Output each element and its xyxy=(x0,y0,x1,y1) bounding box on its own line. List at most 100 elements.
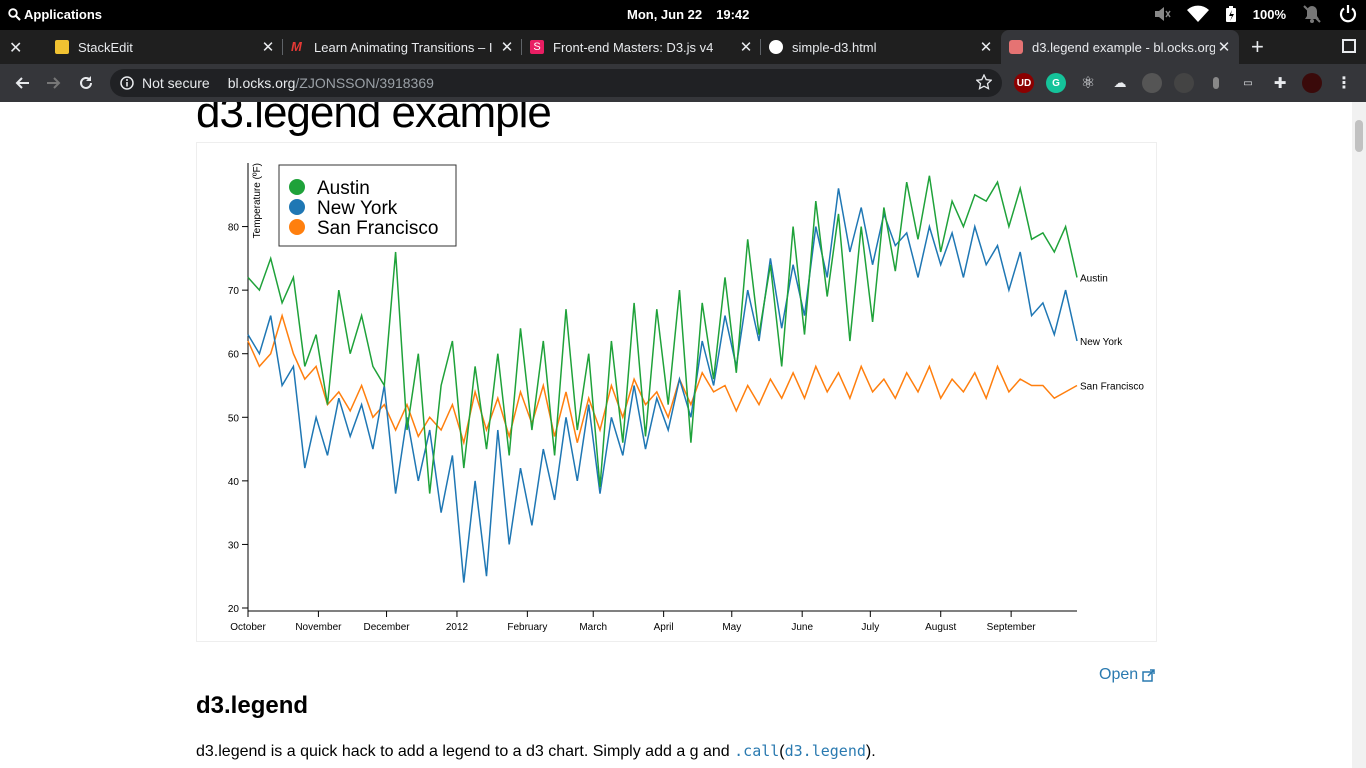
extensions-puzzle-icon[interactable]: ✚ xyxy=(1273,75,1287,92)
section-title: d3.legend xyxy=(196,692,309,719)
search-icon xyxy=(8,8,21,21)
x-tick-label: November xyxy=(295,622,342,633)
legend-swatch xyxy=(289,219,305,235)
close-tab-icon[interactable]: ✕ xyxy=(500,39,514,56)
info-icon xyxy=(120,76,134,90)
new-tab-button[interactable]: + xyxy=(1251,34,1264,59)
tab-title: Learn Animating Transitions – I xyxy=(314,39,493,55)
y-tick-label: 60 xyxy=(228,350,240,361)
x-tick-label: July xyxy=(861,622,879,633)
scrollbar-thumb[interactable] xyxy=(1355,120,1363,152)
time-label: 19:42 xyxy=(716,7,750,22)
x-tick-label: June xyxy=(791,622,813,633)
x-tick-label: September xyxy=(987,622,1037,633)
page-content: d3.legend example 20 30 40 50 60 70 80 Temperat… xyxy=(0,102,1352,768)
extension-icon[interactable] xyxy=(1174,73,1194,93)
ublock-extension-icon[interactable]: UD xyxy=(1014,73,1034,93)
tab-frontend-masters[interactable]: S Front-end Masters: D3.js v4 ✕ xyxy=(522,30,761,64)
close-tab-icon[interactable]: ✕ xyxy=(739,39,753,56)
tab-stackedit[interactable]: StackEdit ✕ xyxy=(47,30,283,64)
x-tick-label: October xyxy=(230,622,266,633)
frontend-masters-favicon: S xyxy=(530,40,544,54)
url-host: bl.ocks.org xyxy=(227,75,296,91)
temperature-chart: 20 30 40 50 60 70 80 Temperature (ºF) October Nov… xyxy=(228,163,1144,633)
open-label: Open xyxy=(1099,666,1139,683)
not-secure-label: Not secure xyxy=(142,75,210,91)
extension-icon[interactable] xyxy=(1206,73,1226,93)
tab-title: simple-d3.html xyxy=(792,39,877,55)
site-info-button[interactable]: Not secure xyxy=(120,75,210,91)
legend-box xyxy=(278,164,457,247)
paren-open: ( xyxy=(779,743,785,760)
menu-kebab-icon[interactable]: ⋮ xyxy=(1336,75,1352,92)
x-tick-label: 2012 xyxy=(446,622,469,633)
series-line-san-francisco xyxy=(247,312,1078,446)
y-tick-label: 50 xyxy=(228,413,240,424)
profile-avatar[interactable] xyxy=(1302,73,1322,93)
react-devtools-icon[interactable]: ⚛ xyxy=(1080,75,1096,92)
address-bar[interactable]: Not secure bl.ocks.org/ZJONSSON/3918369 xyxy=(110,69,1002,97)
github-favicon xyxy=(769,40,783,54)
applications-label: Applications xyxy=(24,7,103,22)
description-paragraph: d3.legend is a quick hack to add a legen… xyxy=(196,742,876,761)
forward-button[interactable] xyxy=(43,72,65,94)
notifications-off-icon[interactable] xyxy=(1302,4,1322,24)
browser-toolbar: Not secure bl.ocks.org/ZJONSSON/3918369 … xyxy=(0,64,1366,102)
cast-icon[interactable]: ▭ xyxy=(1243,77,1253,89)
x-tick-label: August xyxy=(925,622,956,633)
tab-title: StackEdit xyxy=(78,39,133,55)
series-line-austin xyxy=(247,175,1078,494)
wifi-icon[interactable] xyxy=(1186,5,1209,23)
legend-swatch xyxy=(289,179,305,195)
close-window-icon[interactable]: ✕ xyxy=(9,40,23,57)
back-button[interactable] xyxy=(11,72,33,94)
back-arrow-icon xyxy=(15,77,29,89)
date-label: Mon, Jun 22 xyxy=(627,7,703,22)
series-end-label: New York xyxy=(1080,337,1123,348)
code-call: .call xyxy=(734,742,780,760)
legend-label: San Francisco xyxy=(317,218,438,239)
tab-title: Front-end Masters: D3.js v4 xyxy=(553,39,714,55)
grammarly-extension-icon[interactable]: G xyxy=(1046,73,1066,93)
legend-label: New York xyxy=(317,198,398,219)
power-icon[interactable] xyxy=(1338,4,1358,24)
x-tick-label: December xyxy=(363,622,410,633)
volume-muted-icon[interactable] xyxy=(1153,5,1171,23)
close-tab-icon[interactable]: ✕ xyxy=(979,39,993,56)
system-tray: 100% xyxy=(1153,4,1358,24)
applications-menu[interactable]: Applications xyxy=(8,7,102,22)
close-tab-icon[interactable]: ✕ xyxy=(261,39,275,56)
stackedit-favicon xyxy=(55,40,69,54)
page-scrollbar[interactable] xyxy=(1352,102,1366,768)
x-tick-label: February xyxy=(507,622,547,633)
legend-swatch xyxy=(289,199,305,215)
chart-frame: 20 30 40 50 60 70 80 Temperature (ºF) October Nov… xyxy=(196,142,1157,642)
tab-title: d3.legend example - bl.ocks.org xyxy=(1032,39,1215,55)
tab-strip: ✕ StackEdit ✕ M Learn Animating Transiti… xyxy=(0,30,1366,64)
redux-devtools-icon[interactable]: ☁ xyxy=(1113,75,1127,90)
reload-button[interactable] xyxy=(75,72,97,94)
y-tick-label: 30 xyxy=(228,540,240,551)
y-tick-label: 40 xyxy=(228,477,240,488)
restore-window-icon[interactable] xyxy=(1342,39,1356,53)
forward-arrow-icon xyxy=(47,77,61,89)
series-end-label: San Francisco xyxy=(1080,382,1144,393)
url-path: /ZJONSSON/3918369 xyxy=(295,75,434,91)
paren-close: ). xyxy=(865,743,876,760)
battery-charging-icon[interactable] xyxy=(1225,5,1237,23)
series-line-new-york xyxy=(247,188,1078,583)
y-tick-label: 80 xyxy=(228,223,240,234)
y-tick-label: 20 xyxy=(228,604,240,615)
legend-label: Austin xyxy=(317,178,370,199)
x-tick-label: March xyxy=(579,622,607,633)
close-tab-icon[interactable]: ✕ xyxy=(1217,39,1231,56)
extension-icon[interactable] xyxy=(1142,73,1162,93)
open-link[interactable]: Open xyxy=(1099,666,1155,684)
bookmark-star-icon[interactable] xyxy=(976,74,992,90)
tab-simple-d3[interactable]: simple-d3.html ✕ xyxy=(761,30,1001,64)
system-top-bar: Applications Mon, Jun 22 19:42 100% xyxy=(0,0,1366,30)
tab-animating-transitions[interactable]: M Learn Animating Transitions – I ✕ xyxy=(283,30,522,64)
external-link-icon xyxy=(1142,668,1155,682)
tab-d3-legend-example[interactable]: d3.legend example - bl.ocks.org ✕ xyxy=(1001,30,1239,64)
clock[interactable]: Mon, Jun 22 19:42 xyxy=(627,7,763,22)
